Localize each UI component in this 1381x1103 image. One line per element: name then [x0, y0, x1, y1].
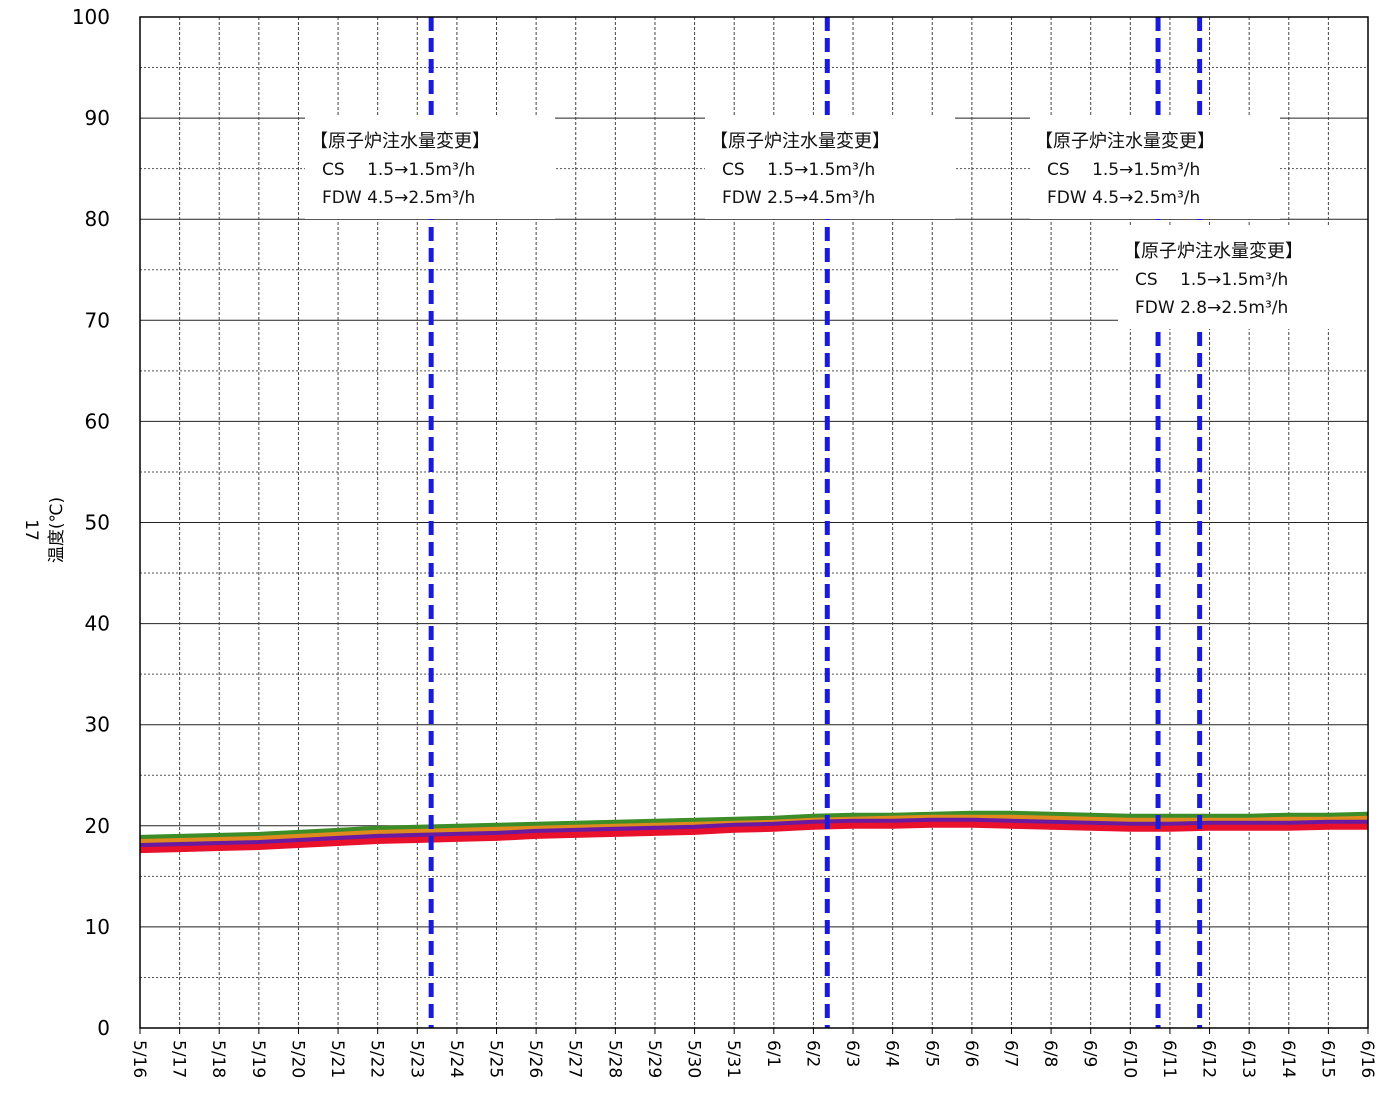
y-tick-label: 20	[85, 814, 110, 838]
annotation-line-cs: CS 1.5→1.5m³/h	[722, 160, 875, 180]
x-tick-label: 5/18	[208, 1040, 228, 1078]
x-tick-label: 6/12	[1199, 1040, 1219, 1078]
y-tick-label: 30	[85, 713, 110, 737]
x-tick-label: 6/11	[1159, 1040, 1179, 1078]
axes	[139, 16, 1369, 1034]
x-tick-label: 6/14	[1278, 1040, 1298, 1078]
series-line-1	[139, 810, 1369, 841]
y-axis-label: 温度(℃) 17	[21, 497, 67, 563]
annotation-line-fdw: FDW 4.5→2.5m³/h	[1047, 188, 1200, 208]
plot-frame	[139, 16, 1369, 1029]
x-tick-label: 6/6	[961, 1040, 981, 1067]
series-line-4	[139, 821, 1368, 854]
x-tick-label: 5/22	[367, 1040, 387, 1078]
x-tick-label: 5/31	[723, 1040, 743, 1078]
series-line-3	[139, 817, 1368, 849]
y-tick-label: 100	[72, 5, 110, 29]
annotation-box-2: 【原子炉注水量変更】 CS 1.5→1.5m³/h FDW 2.5→4.5m³/h	[705, 117, 955, 219]
x-tick-label: 6/15	[1317, 1040, 1337, 1078]
x-tick-label: 6/1	[763, 1040, 783, 1067]
x-tick-label: 6/5	[921, 1040, 941, 1067]
annotation-bg	[305, 117, 555, 219]
annotation-bg	[1030, 117, 1280, 219]
y-tick-label: 0	[97, 1016, 110, 1040]
x-tick-label: 5/30	[684, 1040, 704, 1078]
x-tick-label: 5/20	[287, 1040, 307, 1078]
y-axis-prefix: 17	[21, 519, 41, 541]
x-tick-label: 5/24	[446, 1040, 466, 1078]
annotation-line-fdw: FDW 2.5→4.5m³/h	[722, 188, 875, 208]
x-tick-label: 5/28	[604, 1040, 624, 1078]
y-tick-label: 10	[85, 915, 110, 939]
annotation-box-4: 【原子炉注水量変更】 CS 1.5→1.5m³/h FDW 2.8→2.5m³/h	[1118, 227, 1368, 329]
y-tick-label: 70	[85, 308, 110, 332]
annotation-box-1: 【原子炉注水量変更】 CS 1.5→1.5m³/h FDW 4.5→2.5m³/h	[305, 117, 555, 219]
x-tick-label: 5/25	[486, 1040, 506, 1078]
annotation-line-cs: CS 1.5→1.5m³/h	[1135, 270, 1288, 290]
x-tick-label: 6/2	[802, 1040, 822, 1067]
x-tick-label: 5/23	[406, 1040, 426, 1078]
series-lines	[139, 810, 1369, 854]
annotation-title: 【原子炉注水量変更】	[310, 131, 490, 152]
annotation-title: 【原子炉注水量変更】	[1123, 241, 1303, 262]
y-axis-title: 温度(℃)	[47, 497, 67, 563]
x-tick-label: 5/29	[644, 1040, 664, 1078]
x-tick-label: 6/9	[1080, 1040, 1100, 1067]
annotation-line-cs: CS 1.5→1.5m³/h	[322, 160, 475, 180]
y-tick-label: 40	[85, 612, 110, 636]
x-tick-label: 6/4	[882, 1040, 902, 1067]
annotation-box-3: 【原子炉注水量変更】 CS 1.5→1.5m³/h FDW 4.5→2.5m³/h	[1030, 117, 1280, 219]
annotation-line-cs: CS 1.5→1.5m³/h	[1047, 160, 1200, 180]
x-tick-label: 5/26	[525, 1040, 545, 1078]
annotation-bg	[1118, 227, 1368, 329]
x-tick-label: 6/16	[1357, 1040, 1377, 1078]
x-tick-label: 6/3	[842, 1040, 862, 1067]
x-tick-label: 6/13	[1238, 1040, 1258, 1078]
y-tick-label: 90	[85, 106, 110, 130]
x-tick-label: 6/7	[1000, 1040, 1020, 1067]
x-tick-label: 5/16	[129, 1040, 149, 1078]
y-tick-labels: 0 10 20 30 40 50 60 70 80 90 100	[72, 5, 110, 1040]
x-tick-label: 6/10	[1119, 1040, 1139, 1078]
x-tick-label: 5/17	[169, 1040, 189, 1078]
annotation-bg	[705, 117, 955, 219]
annotation-title: 【原子炉注水量変更】	[710, 131, 890, 152]
y-tick-label: 60	[85, 409, 110, 433]
y-tick-label: 50	[85, 511, 110, 535]
x-tick-label: 6/8	[1040, 1040, 1060, 1067]
x-tick-labels: 5/16 5/17 5/18 5/19 5/20 5/21 5/22 5/23 5/24 5/25…	[129, 1040, 1377, 1078]
annotation-title: 【原子炉注水量変更】	[1035, 131, 1215, 152]
annotation-line-fdw: FDW 2.8→2.5m³/h	[1135, 298, 1288, 318]
x-tick-label: 5/27	[565, 1040, 585, 1078]
y-tick-label: 80	[85, 207, 110, 231]
annotation-line-fdw: FDW 4.5→2.5m³/h	[322, 188, 475, 208]
x-tick-label: 5/21	[327, 1040, 347, 1078]
x-tick-label: 5/19	[248, 1040, 268, 1078]
